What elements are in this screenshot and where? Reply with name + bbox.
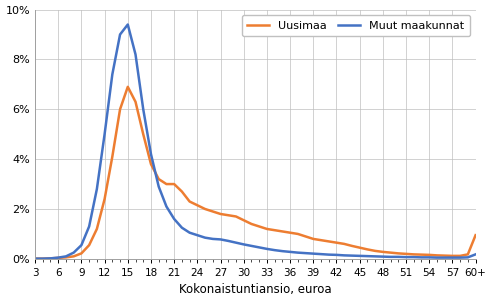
Muut maakunnat: [365, 254, 370, 258]
Muut maakunnat: [148, 152, 154, 156]
Uusimaa: [140, 132, 146, 136]
Muut maakunnat: [140, 108, 146, 111]
Uusimaa: [473, 233, 479, 237]
Uusimaa: [148, 162, 154, 166]
Muut maakunnat: [457, 256, 463, 259]
Line: Muut maakunnat: Muut maakunnat: [35, 24, 476, 259]
Muut maakunnat: [125, 23, 131, 26]
Legend: Uusimaa, Muut maakunnat: Uusimaa, Muut maakunnat: [242, 15, 470, 36]
Uusimaa: [125, 85, 131, 89]
Uusimaa: [457, 254, 463, 258]
Uusimaa: [334, 241, 339, 244]
Muut maakunnat: [334, 253, 339, 257]
Muut maakunnat: [32, 257, 38, 260]
Uusimaa: [32, 257, 38, 260]
Line: Uusimaa: Uusimaa: [35, 87, 476, 259]
Uusimaa: [411, 252, 417, 256]
Muut maakunnat: [411, 255, 417, 259]
Uusimaa: [365, 248, 370, 251]
Muut maakunnat: [473, 252, 479, 256]
X-axis label: Kokonaistuntiansio, euroa: Kokonaistuntiansio, euroa: [179, 284, 332, 297]
